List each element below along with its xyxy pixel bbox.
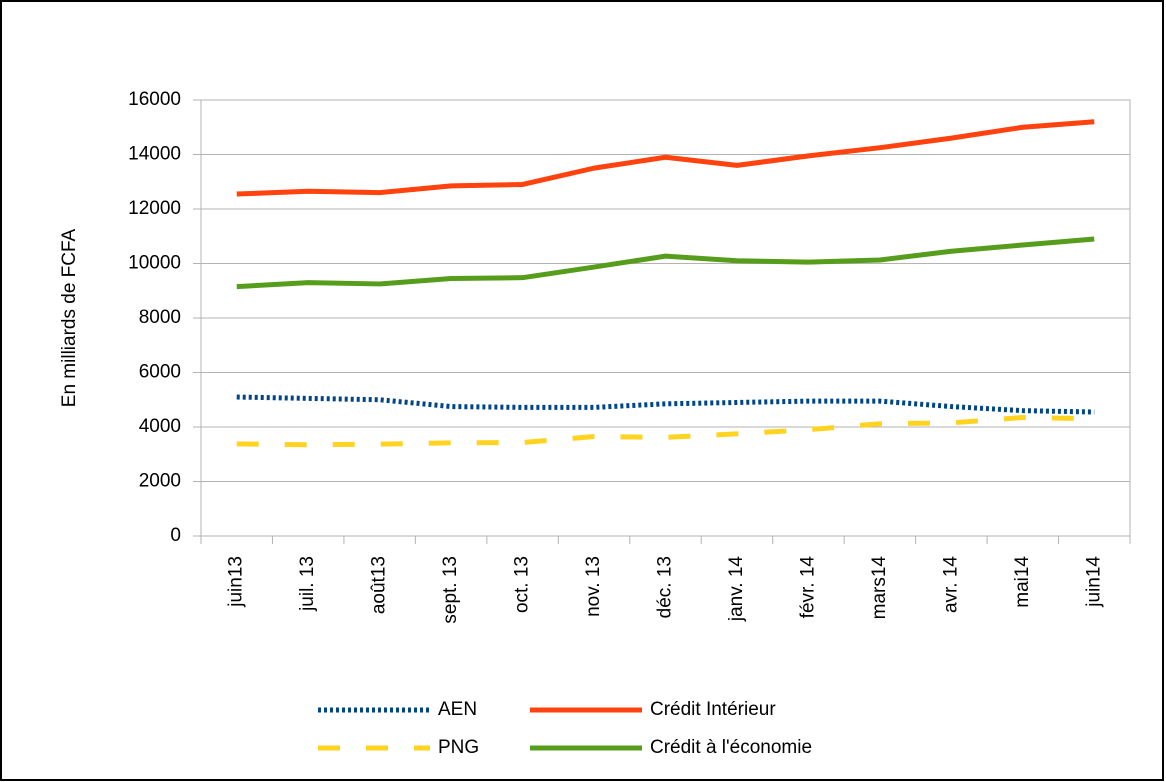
x-tick-label: juin14 [1083, 556, 1104, 608]
x-tick-label: mars14 [869, 556, 890, 620]
legend-label: AEN [438, 699, 477, 720]
x-tick-label: juil. 13 [297, 556, 318, 612]
y-tick-label: 2000 [139, 471, 181, 492]
series-line [236, 236, 1095, 290]
x-tick-label: juin13 [226, 556, 247, 608]
x-tick-label: août13 [369, 556, 390, 614]
series-line [236, 119, 1095, 197]
x-tick-label: déc. 13 [655, 556, 676, 618]
x-tick-label: mai14 [1012, 556, 1033, 608]
x-tick-label: sept. 13 [440, 556, 461, 624]
y-tick-label: 4000 [139, 416, 181, 437]
y-tick-label: 8000 [139, 307, 181, 328]
x-tick-label: oct. 13 [512, 556, 533, 613]
y-axis-label: En milliards de FCFA [59, 228, 80, 407]
x-tick-label: avr. 14 [940, 556, 961, 613]
y-tick-label: 14000 [128, 144, 181, 165]
y-tick-label: 16000 [128, 89, 181, 110]
plot-border [200, 99, 1131, 537]
x-tick-label: janv. 14 [726, 556, 747, 623]
legend-label: Crédit Intérieur [650, 699, 776, 720]
y-tick-label: 10000 [128, 253, 181, 274]
legend-label: PNG [438, 737, 479, 758]
y-tick-label: 12000 [128, 198, 181, 219]
y-tick-label: 6000 [139, 362, 181, 383]
legend-label: Crédit à l'économie [650, 737, 812, 758]
y-tick-label: 0 [170, 525, 181, 546]
series-line [236, 394, 1095, 415]
x-tick-label: nov. 13 [583, 556, 604, 617]
x-tick-label: févr. 14 [797, 556, 818, 619]
